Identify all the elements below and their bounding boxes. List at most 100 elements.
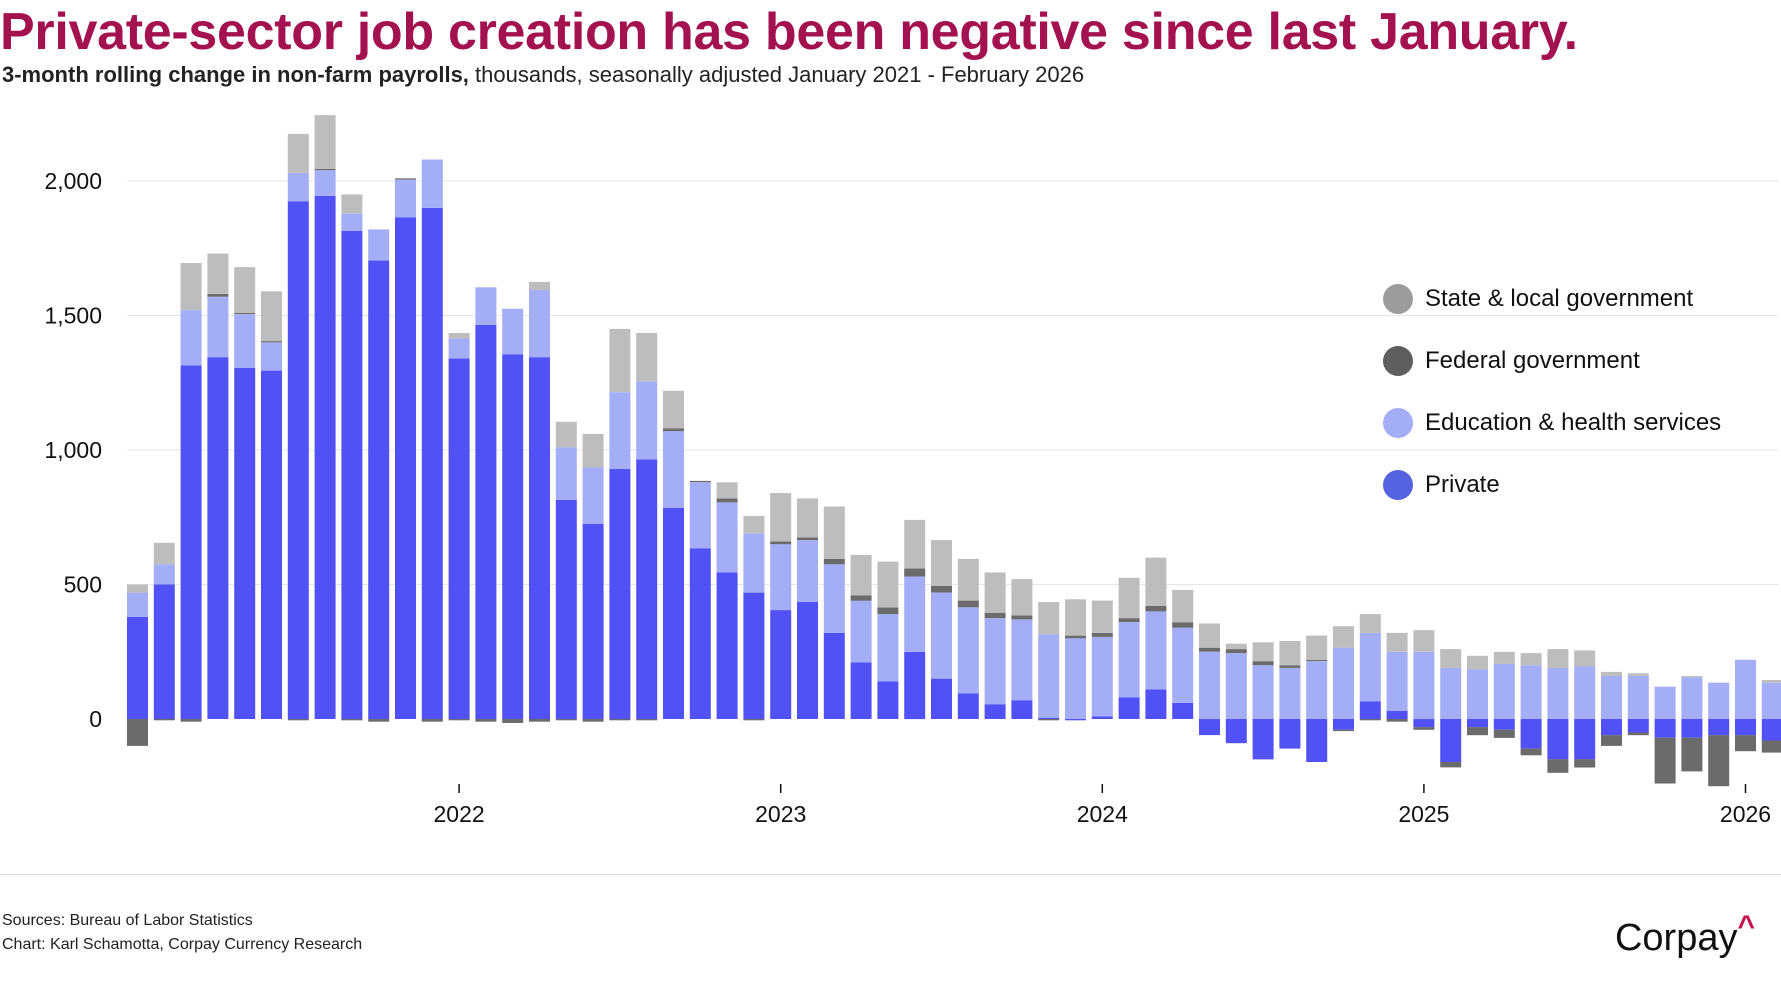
y-tick-label: 1,000 xyxy=(44,437,102,463)
bar-private-2021-07 xyxy=(287,201,309,719)
bar-state-local-2024-11 xyxy=(1359,614,1381,633)
bar-private-2026-02 xyxy=(1761,719,1781,741)
bar-education-health-2025-06 xyxy=(1547,667,1569,719)
bar-federal-2024-08 xyxy=(1279,665,1301,668)
bar-private-2023-08 xyxy=(957,693,979,719)
legend-dot-private xyxy=(1383,470,1413,500)
bar-federal-2022-05 xyxy=(555,719,577,721)
bar-federal-2022-07 xyxy=(609,719,631,721)
bar-federal-2021-02 xyxy=(153,719,175,721)
bar-education-health-2024-07 xyxy=(1252,665,1274,719)
bar-private-2021-12 xyxy=(421,207,443,719)
bar-state-local-2023-10 xyxy=(1011,579,1033,616)
bar-education-health-2023-03 xyxy=(823,564,845,633)
bar-federal-2025-05 xyxy=(1520,748,1542,756)
bar-private-2025-09 xyxy=(1627,719,1649,733)
bar-private-2023-03 xyxy=(823,632,845,719)
bar-state-local-2024-03 xyxy=(1145,557,1167,606)
bar-federal-2022-04 xyxy=(529,719,550,722)
bar-layer xyxy=(127,115,1781,787)
bar-state-local-2025-03 xyxy=(1467,655,1488,670)
bar-state-local-2021-06 xyxy=(261,291,282,342)
bar-federal-2023-04 xyxy=(850,595,872,601)
bar-state-local-2023-04 xyxy=(850,554,872,596)
bar-state-local-2022-09 xyxy=(663,390,684,429)
bar-private-2025-03 xyxy=(1467,719,1488,728)
bar-education-health-2021-03 xyxy=(180,310,202,366)
bar-private-2025-12 xyxy=(1708,719,1730,736)
bar-state-local-2025-05 xyxy=(1520,653,1542,666)
bar-state-local-2025-02 xyxy=(1440,649,1462,668)
bar-state-local-2023-11 xyxy=(1038,602,1060,635)
bar-federal-2024-09 xyxy=(1306,659,1328,662)
bar-private-2021-05 xyxy=(234,368,256,719)
bar-education-health-2025-05 xyxy=(1520,665,1542,719)
x-tick-label: 2024 xyxy=(1077,801,1128,827)
bar-state-local-2024-08 xyxy=(1279,641,1301,666)
legend-dot-federal xyxy=(1383,346,1413,376)
bar-federal-2023-08 xyxy=(957,600,979,608)
bar-private-2022-04 xyxy=(529,357,550,719)
bar-federal-2024-04 xyxy=(1172,622,1194,628)
bar-education-health-2021-11 xyxy=(395,179,416,218)
bar-federal-2023-06 xyxy=(904,568,926,577)
bar-federal-2023-07 xyxy=(931,585,952,593)
bar-state-local-2021-02 xyxy=(153,542,175,565)
bar-private-2024-12 xyxy=(1386,710,1408,719)
bar-education-health-2024-11 xyxy=(1359,632,1381,702)
bar-education-health-2022-06 xyxy=(582,467,604,524)
bar-federal-2021-12 xyxy=(421,719,443,722)
bar-education-health-2025-03 xyxy=(1467,669,1488,719)
bar-private-2022-03 xyxy=(502,354,524,719)
bar-education-health-2022-10 xyxy=(689,482,711,549)
bar-federal-2023-03 xyxy=(823,558,845,565)
bar-state-local-2023-01 xyxy=(770,493,792,542)
bar-private-2021-04 xyxy=(207,357,229,719)
bar-education-health-2024-01 xyxy=(1091,637,1113,717)
bar-state-local-2025-09 xyxy=(1627,673,1649,676)
y-tick-label: 0 xyxy=(89,706,102,732)
bar-federal-2022-08 xyxy=(636,719,658,721)
bar-education-health-2022-01 xyxy=(448,338,470,359)
bar-private-2024-04 xyxy=(1172,702,1194,719)
bar-education-health-2021-09 xyxy=(341,213,363,231)
bar-federal-2025-09 xyxy=(1627,732,1649,736)
bar-private-2023-07 xyxy=(931,678,952,719)
bar-state-local-2021-03 xyxy=(180,263,202,311)
bar-education-health-2021-10 xyxy=(368,229,390,261)
bar-private-2021-01 xyxy=(127,616,148,719)
legend-label-federal: Federal government xyxy=(1425,347,1640,374)
bar-state-local-2022-01 xyxy=(448,333,470,339)
bar-private-2022-11 xyxy=(716,572,738,719)
bar-federal-2024-03 xyxy=(1145,606,1167,612)
bar-private-2024-07 xyxy=(1252,719,1274,760)
bar-federal-2022-03 xyxy=(502,719,524,723)
bar-education-health-2021-06 xyxy=(261,342,282,371)
bar-education-health-2023-12 xyxy=(1065,638,1086,719)
bar-private-2023-10 xyxy=(1011,700,1033,719)
bar-state-local-2021-09 xyxy=(341,194,363,214)
bar-private-2022-01 xyxy=(448,358,470,719)
bar-federal-2021-06 xyxy=(261,341,282,343)
bar-federal-2022-06 xyxy=(582,719,604,722)
bar-federal-2021-03 xyxy=(180,719,202,722)
bar-private-2024-11 xyxy=(1359,701,1381,719)
bar-state-local-2025-04 xyxy=(1493,651,1515,664)
bar-education-health-2023-07 xyxy=(931,592,952,679)
bar-federal-2025-01 xyxy=(1413,727,1435,730)
bar-private-2025-10 xyxy=(1654,719,1676,738)
bar-private-2022-05 xyxy=(555,499,577,719)
bar-federal-2021-08 xyxy=(314,168,336,171)
legend: State & local government Federal governm… xyxy=(1383,268,1721,516)
bar-private-2022-09 xyxy=(663,507,684,719)
subtitle-rest: thousands, seasonally adjusted January 2… xyxy=(468,62,1085,87)
bar-private-2024-06 xyxy=(1225,719,1247,744)
bar-state-local-2021-01 xyxy=(127,584,148,593)
bar-federal-2025-10 xyxy=(1654,737,1676,784)
bar-state-local-2025-07 xyxy=(1574,650,1596,667)
bar-private-2024-02 xyxy=(1118,697,1140,719)
bar-private-2024-05 xyxy=(1199,719,1220,736)
bar-education-health-2025-11 xyxy=(1681,677,1703,719)
bar-private-2021-06 xyxy=(261,370,282,719)
bar-federal-2024-05 xyxy=(1199,647,1220,652)
